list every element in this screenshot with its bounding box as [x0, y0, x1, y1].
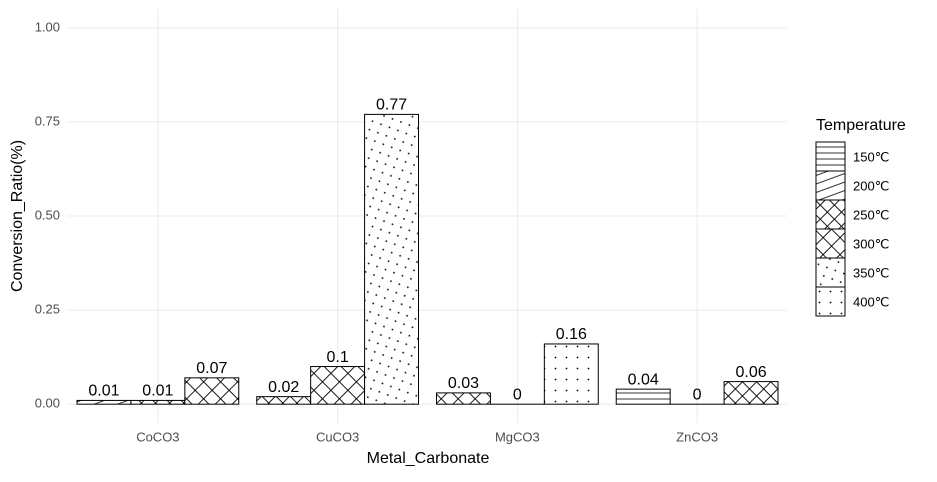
legend-title: Temperature	[816, 117, 906, 134]
bar	[436, 393, 490, 404]
y-tick-label: 0.75	[35, 113, 60, 128]
data-label: 0	[693, 386, 702, 403]
legend-label: 150℃	[853, 149, 889, 164]
y-tick-label: 1.00	[35, 19, 60, 34]
y-tick-label: 0.00	[35, 396, 60, 411]
data-label: 0.16	[556, 326, 587, 343]
legend-key	[816, 258, 845, 287]
legend-label: 350℃	[853, 265, 889, 280]
legend-key	[816, 171, 845, 200]
bar	[365, 114, 419, 404]
y-tick-label: 0.25	[35, 302, 60, 317]
bar	[616, 389, 670, 404]
x-axis-title: Metal_Carbonate	[367, 450, 490, 467]
data-label: 0.1	[327, 349, 349, 366]
legend-label: 200℃	[853, 178, 889, 193]
bar	[131, 400, 185, 404]
data-label: 0.01	[88, 383, 119, 400]
legend-key	[816, 200, 845, 229]
x-tick-label: ZnCO3	[676, 429, 718, 444]
y-axis-title: Conversion_Ratio(%)	[9, 140, 26, 292]
data-label: 0	[513, 386, 522, 403]
x-tick-label: MgCO3	[495, 429, 540, 444]
bar	[724, 382, 778, 405]
data-label: 0.03	[448, 375, 479, 392]
legend-key	[816, 287, 845, 316]
legend-key	[816, 142, 845, 171]
data-label: 0.02	[268, 379, 299, 396]
data-label: 0.07	[196, 360, 227, 377]
x-tick-label: CoCO3	[136, 429, 179, 444]
bar	[311, 367, 365, 405]
data-label: 0.77	[376, 97, 407, 114]
x-tick-label: CuCO3	[316, 429, 359, 444]
bar	[77, 400, 131, 404]
bar	[544, 344, 598, 404]
data-label: 0.01	[142, 383, 173, 400]
legend-label: 400℃	[853, 294, 889, 309]
legend-label: 250℃	[853, 207, 889, 222]
legend-label: 300℃	[853, 236, 889, 251]
data-label: 0.06	[735, 364, 766, 381]
data-label: 0.04	[628, 371, 659, 388]
bar	[257, 397, 311, 405]
bar	[185, 378, 239, 404]
y-tick-label: 0.50	[35, 207, 60, 222]
legend-key	[816, 229, 845, 258]
